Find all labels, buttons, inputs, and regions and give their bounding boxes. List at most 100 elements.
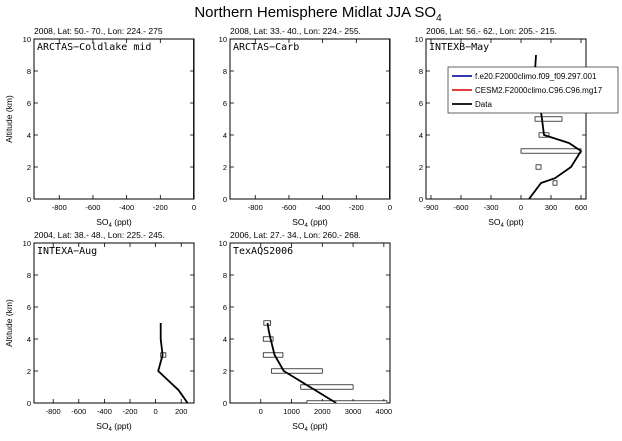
x-tick-label: -600 [71,407,86,416]
plot-frame [33,38,195,200]
y-tick-label: 2 [27,367,31,376]
x-tick-label: -800 [52,203,67,212]
error-bar [535,164,542,170]
x-axis-label: SO4 (ppt) [96,217,132,229]
y-tick-label: 6 [223,99,227,108]
campaign-label: ARCTAS−Carb [233,42,299,53]
figure-title-main: Northern Hemisphere Midlat JJA SO [194,4,436,21]
figure-title-sub: 4 [436,13,442,24]
x-tick-label: 4000 [376,407,393,416]
x-axis-label-main: SO [292,421,305,431]
y-tick-label: 0 [223,399,227,408]
error-bar [306,400,388,403]
panel-4: 2004, Lat: 38.- 48., Lon: 225.- 245. INTE… [4,230,195,433]
y-tick-label: 6 [223,303,227,312]
y-tick-label: 2 [27,163,31,172]
plot-frame [33,242,195,404]
panel-header: 2006, Lat: 27.- 34., Lon: 260.- 268. [230,230,361,240]
x-tick-label: -600 [281,203,296,212]
x-tick-label: -400 [97,407,112,416]
x-tick-label: 200 [175,407,188,416]
campaign-label: INTEXB−May [429,42,489,53]
error-bar [271,368,323,374]
x-tick-label: -600 [85,203,100,212]
y-tick-label: 6 [419,99,423,108]
panel-header: 2004, Lat: 38.- 48., Lon: 225.- 245. [34,230,165,240]
y-tick-label: 8 [27,67,31,76]
y-tick-label: 4 [419,131,423,140]
y-tick-label: 4 [27,335,31,344]
y-tick-label: 10 [23,35,31,44]
legend: f.e20.F2000climo.f09_f09.297.001 CESM2.F2… [447,66,619,114]
x-tick-label: -200 [349,203,364,212]
x-axis-label-sub: 4 [109,223,113,229]
panel-2: 2008, Lat: 33.- 40., Lon: 224.- 255. ARCT… [219,26,392,229]
error-bar [534,116,563,122]
error-bar [262,352,284,358]
y-tick-label: 8 [223,67,227,76]
y-axis-label: Altitude (km) [4,299,14,347]
panel-1: 2008, Lat: 50.- 70., Lon: 224.- 275 ARCTA… [4,26,196,229]
x-tick-label: 0 [388,203,392,212]
y-tick-label: 8 [223,271,227,280]
x-axis-label-main: SO [292,217,305,227]
x-axis-label: SO4 (ppt) [292,421,328,433]
x-tick-label: -800 [46,407,61,416]
panel-header: 2008, Lat: 33.- 40., Lon: 224.- 255. [230,26,361,36]
y-tick-label: 4 [223,335,227,344]
y-tick-label: 10 [219,239,227,248]
x-axis-label: SO4 (ppt) [292,217,328,229]
y-tick-label: 0 [27,195,31,204]
plot-frame [229,242,391,404]
y-tick-label: 8 [27,271,31,280]
figure-title: Northern Hemisphere Midlat JJA SO4 [194,4,442,24]
y-tick-label: 4 [27,131,31,140]
plot-frame [425,38,587,200]
error-bar [520,148,582,154]
y-tick-label: 2 [419,163,423,172]
y-tick-label: 10 [23,239,31,248]
y-tick-label: 6 [27,99,31,108]
x-tick-label: 2000 [314,407,331,416]
x-axis-label-sub: 4 [501,223,505,229]
x-tick-label: 0 [192,203,196,212]
y-tick-label: 10 [415,35,423,44]
x-tick-label: -200 [122,407,137,416]
x-axis-label-main: SO [488,217,501,227]
x-tick-label: -800 [248,203,263,212]
x-tick-label: 0 [154,407,158,416]
panel-3: 2006, Lat: 56.- 62., Lon: 205.- 215. INTE… [415,26,619,229]
series-line [266,322,337,403]
y-tick-label: 10 [219,35,227,44]
x-axis-label-unit: (ppt) [308,421,328,431]
x-tick-label: 1000 [283,407,300,416]
plot-frame [229,38,391,200]
x-axis-label-unit: (ppt) [308,217,328,227]
y-tick-label: 0 [419,195,423,204]
legend-label: f.e20.F2000climo.f09_f09.297.001 [475,72,597,81]
y-tick-label: 4 [223,131,227,140]
x-tick-label: -400 [119,203,134,212]
legend-box [447,66,619,114]
y-tick-label: 0 [223,195,227,204]
x-axis-label-unit: (ppt) [504,217,524,227]
series-line [157,323,189,403]
x-tick-label: -200 [153,203,168,212]
panel-header: 2006, Lat: 56.- 62., Lon: 205.- 215. [426,26,557,36]
legend-label: Data [475,100,492,109]
error-bar [552,180,558,186]
legend-label: CESM2.F2000climo.C96.C96.mg17 [475,86,603,95]
x-tick-label: 300 [545,203,558,212]
panel-5: 2006, Lat: 27.- 34., Lon: 260.- 268. TexA… [219,230,393,433]
plot-area [157,323,189,403]
x-tick-label: -600 [453,203,468,212]
x-axis-label-sub: 4 [305,223,309,229]
x-tick-label: 0 [259,407,263,416]
panel-header: 2008, Lat: 50.- 70., Lon: 224.- 275 [34,26,163,36]
campaign-label: ARCTAS−Coldlake mid [37,42,151,53]
x-axis-label-sub: 4 [109,427,113,433]
x-axis-label-main: SO [96,421,109,431]
error-bar [300,384,354,390]
